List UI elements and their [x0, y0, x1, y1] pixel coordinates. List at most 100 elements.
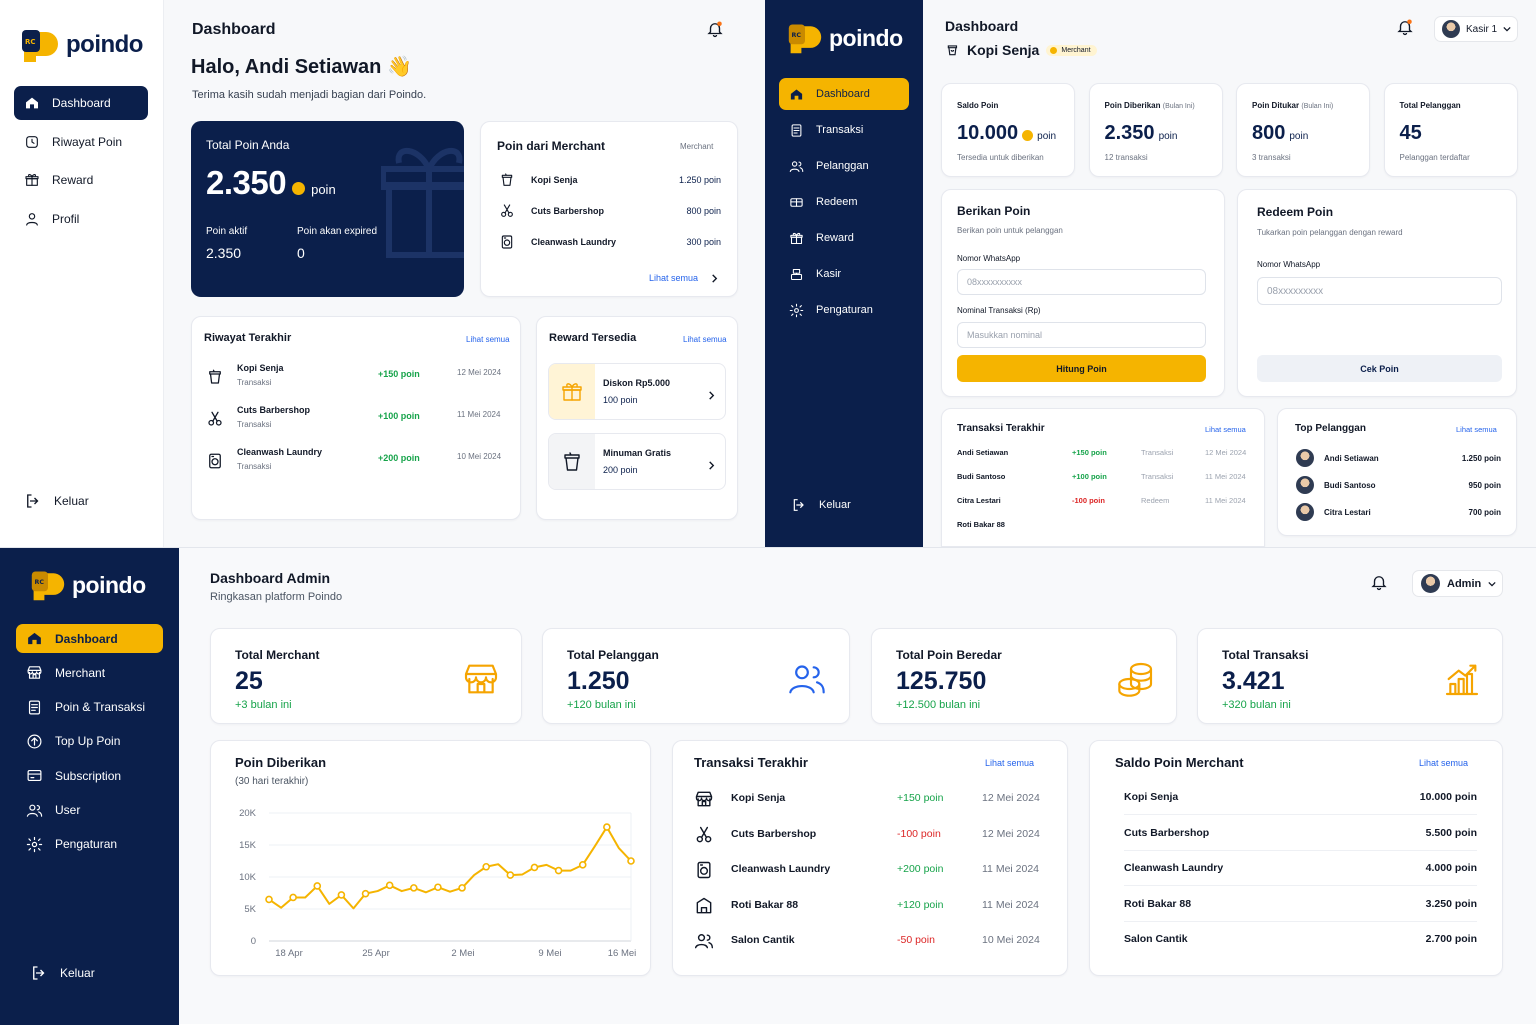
sidebar-item-poin-transaksi[interactable]: Poin & Transaksi	[16, 693, 163, 722]
washer-icon	[206, 452, 224, 470]
sidebar-item-redeem[interactable]: Redeem	[779, 186, 909, 218]
stat-label: Total Poin Beredar	[896, 648, 1002, 662]
receipt-icon	[26, 699, 43, 716]
logout-button[interactable]: Keluar	[20, 960, 160, 986]
sidebar-item-label: Top Up Poin	[55, 734, 121, 749]
logo[interactable]: RC poindo	[787, 22, 903, 54]
sidebar-item-transaksi[interactable]: Transaksi	[779, 114, 909, 146]
reward-item[interactable]: Diskon Rp5.000 100 poin	[548, 363, 726, 420]
gift-icon	[789, 231, 804, 246]
sidebar-item-subscription[interactable]: Subscription	[16, 761, 163, 790]
page-title: Dashboard	[192, 21, 276, 38]
merchant-balance: 10.000 poin	[1419, 791, 1477, 803]
stat-delta: +320 bulan ini	[1222, 699, 1291, 711]
admin-transaction-row[interactable]: Cleanwash Laundry +200 poin 11 Mei 2024	[694, 860, 1052, 880]
sidebar-item-profil[interactable]: Profil	[14, 202, 148, 236]
customer-points: 1.250 poin	[1461, 453, 1501, 463]
merchant-see-all-link[interactable]: Lihat semua	[649, 273, 719, 283]
admin-transaction-row[interactable]: Roti Bakar 88 +120 poin 11 Mei 2024	[694, 896, 1052, 916]
merchant-balance-row[interactable]: Salon Cantik 2.700 poin	[1124, 933, 1477, 957]
sidebar-item-dashboard[interactable]: Dashboard	[779, 78, 909, 110]
merchant-balance-row[interactable]: Roti Bakar 88 3.250 poin	[1124, 898, 1477, 922]
merchant-name: Cleanwash Laundry	[1124, 862, 1224, 874]
merchant-balance-row[interactable]: Cuts Barbershop 5.500 poin	[1124, 827, 1477, 851]
transaction-row[interactable]: Budi Santoso +100 poin Transaksi 11 Mei …	[957, 472, 1253, 484]
amount-input[interactable]: Masukkan nominal	[957, 322, 1206, 348]
admin-transaction-row[interactable]: Salon Cantik -50 poin 10 Mei 2024	[694, 931, 1052, 951]
user-menu[interactable]: Kasir 1	[1434, 16, 1518, 42]
admin-recent-see-all-link[interactable]: Lihat semua	[985, 758, 1035, 768]
merchant-balance-row[interactable]: Cleanwash Laundry 4.000 poin	[1124, 862, 1477, 886]
history-date: 11 Mei 2024	[457, 410, 501, 419]
sidebar-item-riwayat-poin[interactable]: Riwayat Poin	[14, 125, 148, 159]
admin-recent-title: Transaksi Terakhir	[694, 755, 808, 770]
stat-unit: poin	[1037, 131, 1057, 142]
x-tick-label: 16 Mei	[608, 948, 637, 959]
notification-bell[interactable]	[1396, 18, 1414, 41]
top-customer-row[interactable]: Citra Lestari 700 poin	[1296, 503, 1501, 521]
calculate-points-button[interactable]: Hitung Poin	[957, 355, 1206, 382]
notification-bell[interactable]	[706, 20, 724, 43]
history-date: 12 Mei 2024	[457, 368, 502, 377]
sidebar-item-merchant[interactable]: Merchant	[16, 658, 163, 687]
top-customer-row[interactable]: Budi Santoso 950 poin	[1296, 476, 1501, 494]
sidebar-item-pengaturan[interactable]: Pengaturan	[16, 830, 163, 859]
sidebar-item-top-up-poin[interactable]: Top Up Poin	[16, 727, 163, 756]
logo[interactable]: RC poindo	[20, 28, 143, 62]
merchant-name: Salon Cantik	[731, 934, 795, 946]
top-see-all-link[interactable]: Lihat semua	[1456, 425, 1497, 434]
top-customer-row[interactable]: Andi Setiawan 1.250 poin	[1296, 449, 1501, 467]
history-merchant: Cleanwash Laundry	[237, 447, 323, 457]
wa-input[interactable]: 08xxxxxxxxxx	[957, 269, 1206, 295]
admin-transaction-row[interactable]: Kopi Senja +150 poin 12 Mei 2024	[694, 789, 1052, 809]
merchant-balance: 3.250 poin	[1425, 897, 1477, 910]
transaction-row[interactable]: Citra Lestari -100 poin Redeem 11 Mei 20…	[957, 496, 1253, 508]
sidebar-item-pelanggan[interactable]: Pelanggan	[779, 150, 909, 182]
reward-item[interactable]: Minuman Gratis 200 poin	[548, 433, 726, 490]
recent-see-all-link[interactable]: Lihat semua	[1205, 425, 1246, 434]
balances-see-all-link[interactable]: Lihat semua	[1419, 758, 1469, 768]
sidebar-item-pengaturan[interactable]: Pengaturan	[779, 294, 909, 326]
redeem-title: Redeem Poin	[1257, 205, 1334, 219]
transaction-date: 12 Mei 2024	[982, 792, 1040, 804]
admin-transaction-row[interactable]: Cuts Barbershop -100 poin 12 Mei 2024	[694, 825, 1052, 845]
transaction-row[interactable]: Roti Bakar 88	[957, 520, 1253, 532]
stat-label: Saldo Poin	[957, 101, 999, 110]
notification-bell[interactable]	[1370, 573, 1388, 596]
rewards-see-all-link[interactable]: Lihat semua	[683, 335, 727, 344]
rewards-title: Reward Tersedia	[549, 332, 637, 344]
merchant-points-row[interactable]: Cuts Barbershop 800 poin	[499, 203, 721, 219]
merchant-badge: Merchant	[1046, 44, 1097, 56]
sidebar-item-label: Dashboard	[816, 88, 870, 100]
history-row[interactable]: Cuts Barbershop Transaksi +100 poin 11 M…	[206, 405, 510, 433]
transaction-row[interactable]: Andi Setiawan +150 poin Transaksi 12 Mei…	[957, 448, 1253, 460]
history-row[interactable]: Kopi Senja Transaksi +150 poin 12 Mei 20…	[206, 363, 510, 391]
sidebar-item-reward[interactable]: Reward	[779, 222, 909, 254]
chart-subtitle: (30 hari terakhir)	[235, 776, 309, 787]
logout-button[interactable]: Keluar	[14, 488, 148, 514]
sidebar-item-label: Dashboard	[52, 96, 111, 110]
redeem-wa-input[interactable]: 08xxxxxxxxx	[1257, 277, 1502, 305]
sidebar-item-dashboard[interactable]: Dashboard	[16, 624, 163, 653]
scissors-icon	[206, 410, 224, 428]
sidebar-item-dashboard[interactable]: Dashboard	[14, 86, 148, 120]
merchant-points-row[interactable]: Cleanwash Laundry 300 poin	[499, 234, 721, 250]
x-tick-label: 25 Apr	[362, 948, 389, 959]
welcome-subtitle: Terima kasih sudah menjadi bagian dari P…	[192, 89, 427, 101]
logo[interactable]: RC poindo	[30, 569, 146, 601]
history-see-all-link[interactable]: Lihat semua	[466, 335, 510, 344]
history-row[interactable]: Cleanwash Laundry Transaksi +200 poin 10…	[206, 447, 510, 475]
check-points-button[interactable]: Cek Poin	[1257, 355, 1502, 382]
sidebar-item-kasir[interactable]: Kasir	[779, 258, 909, 290]
logout-button[interactable]: Keluar	[781, 492, 907, 518]
stat-delta: +12.500 bulan ini	[896, 699, 981, 711]
redeem-wa-placeholder: 08xxxxxxxxx	[1267, 285, 1324, 297]
series-line	[268, 826, 632, 910]
avatar	[1421, 574, 1440, 593]
user-menu[interactable]: Admin	[1412, 570, 1503, 597]
merchant-points-row[interactable]: Kopi Senja 1.250 poin	[499, 172, 721, 188]
merchant-balance-row[interactable]: Kopi Senja 10.000 poin	[1124, 791, 1477, 815]
sidebar-item-user[interactable]: User	[16, 796, 163, 825]
history-icon	[24, 134, 40, 150]
sidebar-item-reward[interactable]: Reward	[14, 163, 148, 197]
